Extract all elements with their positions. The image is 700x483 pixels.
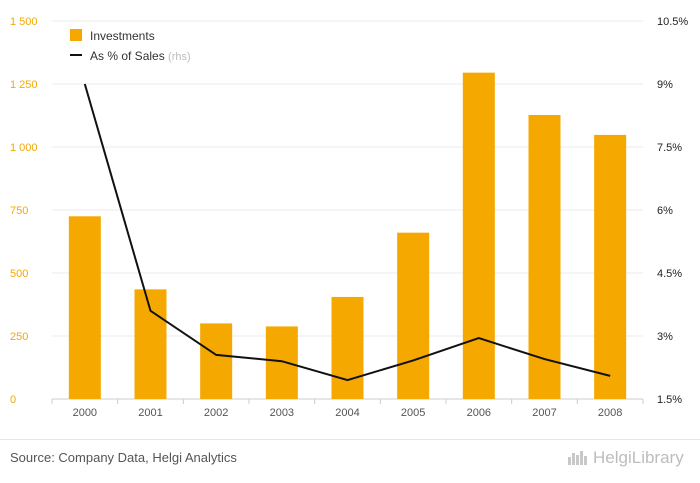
right-tick-label: 4.5% <box>657 268 682 280</box>
legend-rhs-note: (rhs) <box>168 51 191 63</box>
legend-swatch-investments <box>70 29 82 41</box>
logo-text: HelgiLibrary <box>593 448 684 467</box>
x-tick-label: 2002 <box>204 407 228 419</box>
bar-2002[interactable] <box>200 323 233 399</box>
left-tick-label: 250 <box>10 331 28 343</box>
x-tick-label: 2000 <box>73 407 97 419</box>
sales-share-line <box>83 83 611 382</box>
x-tick-label: 2001 <box>138 407 162 419</box>
left-tick-label: 0 <box>10 394 16 406</box>
legend-label-sales-share: As % of Sales (rhs) <box>90 49 191 63</box>
x-axis: 2000 2001 2002 2003 2004 2005 2006 2007 2008 <box>51 399 644 419</box>
legend-label-investments: Investments <box>90 29 155 43</box>
left-y-axis: 0 250 500 750 1 000 1 250 1 500 <box>10 16 38 406</box>
footer-divider <box>0 439 700 440</box>
investment-bars <box>68 72 627 400</box>
bar-2008[interactable] <box>594 134 627 400</box>
right-y-axis: 1.5% 3% 4.5% 6% 7.5% 9% 10.5% <box>657 16 688 406</box>
bar-2004[interactable] <box>331 296 364 399</box>
x-tick-label: 2007 <box>532 407 556 419</box>
x-tick-label: 2004 <box>335 407 359 419</box>
right-tick-label: 6% <box>657 205 673 217</box>
brand-logo[interactable]: HelgiLibrary <box>568 448 684 468</box>
left-tick-label: 500 <box>10 268 28 280</box>
city-skyline-icon <box>568 451 587 465</box>
right-tick-label: 1.5% <box>657 394 682 406</box>
left-tick-label: 1 000 <box>10 142 38 154</box>
bar-2003[interactable] <box>265 326 298 399</box>
right-tick-label: 3% <box>657 331 673 343</box>
source-note: Source: Company Data, Helgi Analytics <box>10 450 237 465</box>
right-tick-label: 7.5% <box>657 142 682 154</box>
right-tick-label: 10.5% <box>657 16 688 28</box>
left-tick-label: 750 <box>10 205 28 217</box>
left-tick-label: 1 500 <box>10 16 38 28</box>
bar-2006[interactable] <box>462 72 495 399</box>
left-tick-label: 1 250 <box>10 79 38 91</box>
chart: 2000 2001 2002 2003 2004 2005 2006 2007 2008 0 25… <box>10 16 688 419</box>
right-tick-label: 9% <box>657 79 673 91</box>
bar-2005[interactable] <box>397 232 430 399</box>
x-tick-label: 2008 <box>598 407 622 419</box>
bar-2001[interactable] <box>134 289 167 399</box>
x-tick-label: 2005 <box>401 407 425 419</box>
bar-2000[interactable] <box>68 216 101 399</box>
bar-2007[interactable] <box>528 114 561 399</box>
legend: Investments As % of Sales (rhs) <box>70 29 191 63</box>
x-tick-label: 2003 <box>270 407 294 419</box>
x-tick-label: 2006 <box>467 407 491 419</box>
